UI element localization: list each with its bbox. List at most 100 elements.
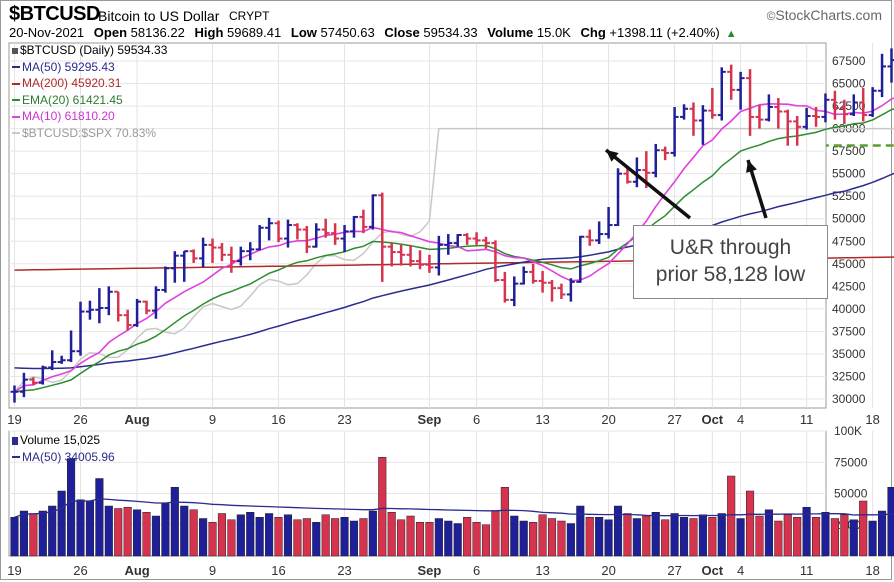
y-tick-label: 30000 xyxy=(832,392,866,406)
x-tick-label: 27 xyxy=(667,412,681,427)
volume-bar xyxy=(802,507,811,557)
volume-bar xyxy=(878,510,887,557)
volume-bar xyxy=(199,518,208,557)
volume-bar xyxy=(604,519,613,557)
volume-bar xyxy=(170,487,179,557)
copyright-icon: © xyxy=(766,9,776,23)
y-tick-label: 52500 xyxy=(832,189,866,203)
volume-bar xyxy=(821,512,830,557)
volume-bar xyxy=(10,517,19,557)
volume-bar xyxy=(208,522,217,557)
x-tick-label: 9 xyxy=(209,412,216,427)
open-label: Open xyxy=(93,25,128,40)
legend-volume: Volume 15,025 xyxy=(20,433,101,447)
legend-vol-ma50: MA(50) 34005.96 xyxy=(22,449,115,464)
volume-bar xyxy=(57,490,66,557)
y-tick-label: 45000 xyxy=(832,257,866,271)
volume-bar xyxy=(736,518,745,557)
volume-bar xyxy=(812,517,821,557)
volume-bar xyxy=(189,509,198,557)
volume-y-tick-label: 50000 xyxy=(834,487,868,501)
volume-bar xyxy=(887,487,894,557)
y-tick-label: 47500 xyxy=(832,234,866,248)
low-label: Low xyxy=(290,25,317,40)
y-tick-label: 35000 xyxy=(832,347,866,361)
x-tick-label: Oct xyxy=(701,412,723,427)
volume-bar xyxy=(783,514,792,557)
x-tick-label-volume: 23 xyxy=(337,563,351,578)
annotation-line-1: U&R through xyxy=(669,236,792,259)
volume-bar xyxy=(359,518,368,557)
ticker-symbol: $BTCUSD xyxy=(9,3,100,25)
legend-ma50: MA(50) 59295.43 xyxy=(22,59,115,74)
volume-bar xyxy=(85,500,94,557)
x-tick-label: 4 xyxy=(737,412,744,427)
volume-bar xyxy=(566,523,575,557)
legend-ma10: MA(10) 61810.20 xyxy=(22,109,115,123)
ma200-swatch-icon xyxy=(12,82,20,85)
volume-bar xyxy=(500,487,509,557)
x-tick-label: Sep xyxy=(417,412,441,427)
ma50-swatch-icon xyxy=(12,66,20,69)
volume-bar xyxy=(312,522,321,557)
volume-bar xyxy=(717,513,726,557)
ma10-swatch-icon xyxy=(12,115,20,118)
open-value: 58136.22 xyxy=(130,25,185,40)
volume-bar xyxy=(745,490,755,557)
x-tick-label-volume: 9 xyxy=(209,563,216,578)
x-tick-label-volume: Sep xyxy=(417,563,441,578)
close-label: Close xyxy=(384,25,420,40)
volume-swatch-icon xyxy=(12,436,18,445)
volume-bar xyxy=(274,517,283,557)
volume-legend: Volume 15,025 MA(50) 34005.96 xyxy=(12,432,115,465)
volume-bar xyxy=(415,522,425,557)
volume-bar xyxy=(95,478,104,557)
x-tick-label-volume: Aug xyxy=(124,563,149,578)
volume-bar xyxy=(491,510,500,557)
volume-bar xyxy=(793,517,802,557)
volume-bar xyxy=(293,519,302,557)
volume-bar xyxy=(123,507,132,557)
volume-bar xyxy=(142,512,151,557)
volume-bar xyxy=(519,520,528,557)
x-tick-label: Aug xyxy=(124,412,149,427)
arrow-to-current-bar-head xyxy=(746,160,757,173)
y-tick-label: 50000 xyxy=(832,212,866,226)
legend-price: $BTCUSD (Daily) 59534.33 xyxy=(20,43,168,57)
brand-logo[interactable]: ©StockCharts.com xyxy=(767,7,882,23)
volume-bar xyxy=(378,457,387,557)
x-tick-label: 16 xyxy=(271,412,285,427)
volume-bar xyxy=(38,510,47,557)
volume-bar xyxy=(547,518,557,557)
volume-bar xyxy=(104,505,113,557)
x-tick-label-volume: 16 xyxy=(271,563,285,578)
volume-bar xyxy=(397,519,406,557)
x-tick-label: 18 xyxy=(865,412,879,427)
volume-bar xyxy=(180,505,189,557)
vol-ma50-swatch-icon xyxy=(12,456,20,459)
chg-label: Chg xyxy=(580,25,606,40)
volume-bar xyxy=(29,513,38,557)
x-tick-label: 11 xyxy=(800,412,814,427)
y-tick-label: 37500 xyxy=(832,324,866,338)
volume-bar xyxy=(302,518,311,557)
up-arrow-icon: ▲ xyxy=(725,28,737,40)
volume-bar xyxy=(868,520,877,557)
chg-value: +1398.11 (+2.40%) xyxy=(609,25,720,40)
volume-bar xyxy=(76,499,85,557)
volume-bar xyxy=(689,518,698,557)
y-tick-label: 67500 xyxy=(832,54,866,68)
volume-bar xyxy=(859,500,868,557)
spx-swatch-icon xyxy=(12,132,20,135)
spx-ratio-line xyxy=(13,127,894,393)
volume-bar xyxy=(849,519,858,557)
volume-bar xyxy=(529,522,538,557)
y-tick-label: 57500 xyxy=(832,144,866,158)
volume-bar xyxy=(453,523,462,557)
annotation-box: U&R through prior 58,128 low xyxy=(633,225,828,299)
x-tick-label-volume: 4 xyxy=(737,563,744,578)
volume-bar xyxy=(67,458,76,557)
high-value: 59689.41 xyxy=(227,25,282,40)
volume-bar xyxy=(161,503,170,557)
